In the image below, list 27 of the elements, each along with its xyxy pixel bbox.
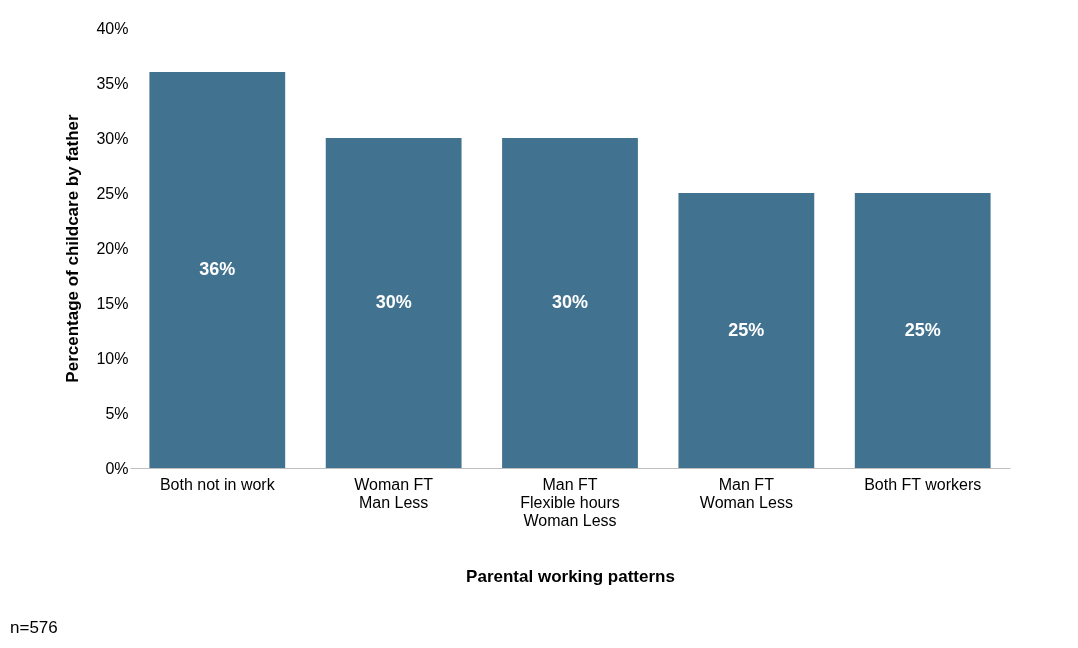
y-tick-label: 20%	[96, 239, 129, 257]
y-tick-label: 35%	[96, 74, 129, 92]
bar	[854, 193, 991, 468]
text: n=576	[10, 618, 58, 637]
x-tick-label: Both not in work	[159, 475, 276, 493]
bar	[325, 138, 462, 468]
y-tick-label: 40%	[96, 19, 129, 37]
x-tick-label: Both FT workers	[864, 475, 982, 493]
x-tick-label: Man FT Flexible hours Woman Less	[520, 475, 620, 529]
bar	[149, 72, 286, 468]
y-axis-title: Percentage of childcare by father	[63, 113, 83, 383]
y-tick-label: 15%	[96, 294, 129, 312]
data-label: 25%	[728, 319, 765, 340]
data-label: 36%	[199, 259, 236, 279]
x-tick-label: Man FT Woman Less	[699, 475, 793, 511]
y-tick-label: 25%	[96, 184, 129, 202]
data-label: 25%	[904, 319, 941, 340]
bar	[678, 193, 815, 468]
data-label: 30%	[375, 292, 412, 312]
x-tick-label: Woman FT Man Less	[354, 475, 434, 511]
y-tick-label: 0%	[105, 459, 129, 477]
x-axis-title: Parental working patterns	[466, 566, 675, 586]
y-tick-label: 30%	[96, 129, 129, 147]
y-tick-label: 5%	[105, 404, 129, 422]
data-label: 30%	[551, 292, 589, 312]
y-tick-label: 10%	[96, 349, 129, 367]
bar	[502, 138, 638, 468]
